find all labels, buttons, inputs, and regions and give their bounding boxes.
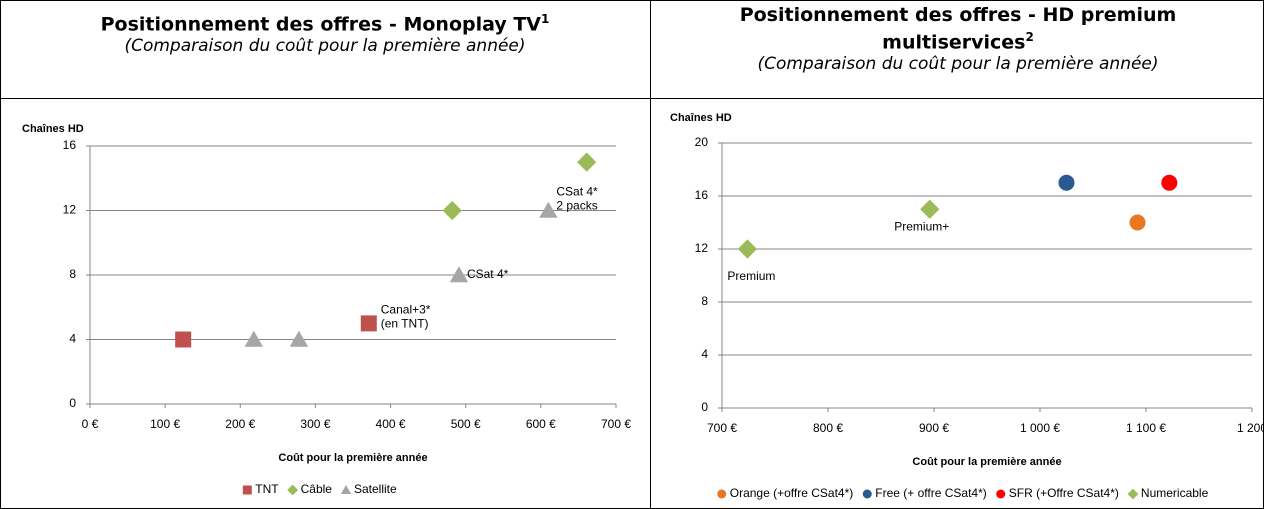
y-axis-title: Chaînes HD xyxy=(670,112,732,124)
y-tick-label: 12 xyxy=(63,203,77,217)
point-label: CSat 4* xyxy=(467,267,509,281)
point xyxy=(449,266,469,283)
title-note: 1 xyxy=(541,12,550,26)
legend-marker xyxy=(862,489,872,499)
legend-label: SFR (+Offre CSat4*) xyxy=(1009,486,1119,500)
x-tick-label: 1 000 € xyxy=(1020,421,1060,435)
title-note: 2 xyxy=(1025,30,1034,44)
chart-subtitle: (Comparaison du coût pour la première an… xyxy=(757,54,1159,75)
legend-label: Câble xyxy=(301,482,333,496)
point-label: (en TNT) xyxy=(381,317,429,331)
point xyxy=(539,201,558,218)
legend-marker xyxy=(340,485,352,495)
y-tick-label: 0 xyxy=(701,400,708,414)
x-axis-title: Coût pour la première année xyxy=(912,456,1061,468)
y-tick-label: 4 xyxy=(701,347,708,361)
x-tick-label: 1 200 xyxy=(1237,421,1264,435)
legend-label: TNT xyxy=(255,482,279,496)
point xyxy=(920,199,940,219)
legend-marker xyxy=(1127,488,1139,500)
point xyxy=(1058,174,1075,191)
chart-title: Positionnement des offres - HD premium m… xyxy=(739,4,1177,54)
point xyxy=(1161,174,1178,191)
point xyxy=(737,239,758,259)
x-tick-label: 1 100 € xyxy=(1126,421,1166,435)
y-tick-label: 4 xyxy=(69,332,76,346)
point xyxy=(244,330,264,347)
x-tick-label: 300 € xyxy=(300,417,330,431)
chart-subtitle: (Comparaison du coût pour la première an… xyxy=(124,36,526,57)
point xyxy=(289,330,309,347)
y-tick-label: 16 xyxy=(695,188,709,202)
legend-marker xyxy=(242,485,252,495)
y-axis-title: Chaînes HD xyxy=(22,123,84,135)
x-tick-label: 700 € xyxy=(707,421,737,435)
x-tick-label: 500 € xyxy=(451,417,481,431)
point xyxy=(360,315,377,332)
point xyxy=(442,200,462,221)
x-tick-label: 0 € xyxy=(82,417,99,431)
x-tick-label: 700 € xyxy=(601,417,631,431)
x-tick-label: 900 € xyxy=(919,421,949,435)
y-tick-label: 12 xyxy=(695,241,709,255)
legend-marker xyxy=(287,484,299,496)
header-right: Positionnement des offres - HD premium m… xyxy=(668,0,1248,100)
point-label: Premium+ xyxy=(894,219,949,233)
point-label: Canal+3* xyxy=(381,303,431,317)
point-label: CSat 4* xyxy=(556,185,598,199)
point-label: 2 packs xyxy=(556,199,597,213)
point xyxy=(577,152,597,172)
point-label: Premium xyxy=(727,269,775,283)
y-tick-label: 0 xyxy=(69,396,76,410)
point xyxy=(175,331,192,348)
chart-title: Positionnement des offres - Monoplay TV xyxy=(100,13,542,36)
legend-marker xyxy=(717,489,727,499)
x-tick-label: 600 € xyxy=(526,417,556,431)
legend-label: Satellite xyxy=(354,482,397,496)
y-tick-label: 16 xyxy=(63,138,77,152)
y-tick-label: 8 xyxy=(69,267,76,281)
x-tick-label: 100 € xyxy=(150,417,180,431)
legend-marker xyxy=(996,489,1006,499)
x-tick-label: 200 € xyxy=(225,417,255,431)
y-tick-label: 8 xyxy=(701,294,708,308)
legend-label: Numericable xyxy=(1141,486,1209,500)
header-left: Positionnement des offres - Monoplay TV1… xyxy=(10,0,640,98)
legend-label: Orange (+offre CSat4*) xyxy=(730,486,854,500)
legend-label: Free (+ offre CSat4*) xyxy=(875,486,987,500)
x-tick-label: 400 € xyxy=(376,417,406,431)
point xyxy=(1129,214,1146,231)
y-tick-label: 20 xyxy=(695,135,709,149)
x-axis-title: Coût pour la première année xyxy=(278,452,427,464)
x-tick-label: 800 € xyxy=(813,421,843,435)
